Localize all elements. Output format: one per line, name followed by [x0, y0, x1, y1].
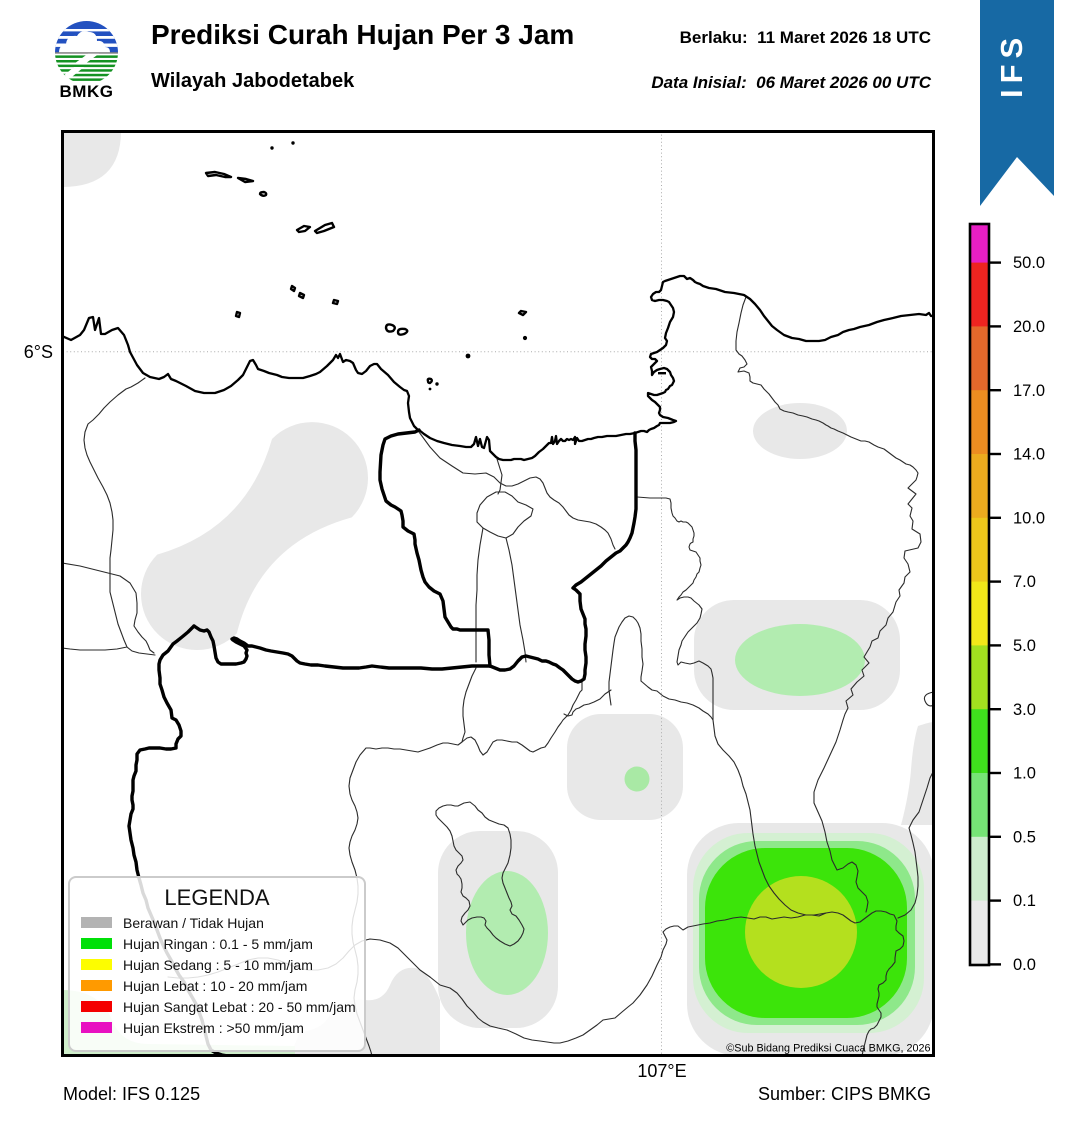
svg-text:17.0: 17.0: [1013, 382, 1045, 400]
svg-text:1.0: 1.0: [1013, 765, 1036, 783]
svg-text:0.5: 0.5: [1013, 828, 1036, 846]
svg-text:10.0: 10.0: [1013, 509, 1045, 527]
svg-text:50.0: 50.0: [1013, 254, 1045, 272]
svg-text:IFS: IFS: [994, 32, 1029, 98]
svg-text:14.0: 14.0: [1013, 446, 1045, 464]
svg-text:0.1: 0.1: [1013, 892, 1036, 910]
svg-text:3.0: 3.0: [1013, 701, 1036, 719]
svg-text:7.0: 7.0: [1013, 573, 1036, 591]
svg-text:20.0: 20.0: [1013, 318, 1045, 336]
svg-text:5.0: 5.0: [1013, 637, 1036, 655]
svg-text:0.0: 0.0: [1013, 956, 1036, 974]
svg-text:©Sub Bidang Prediksi Cuaca BMK: ©Sub Bidang Prediksi Cuaca BMKG, 2026: [726, 1043, 930, 1055]
